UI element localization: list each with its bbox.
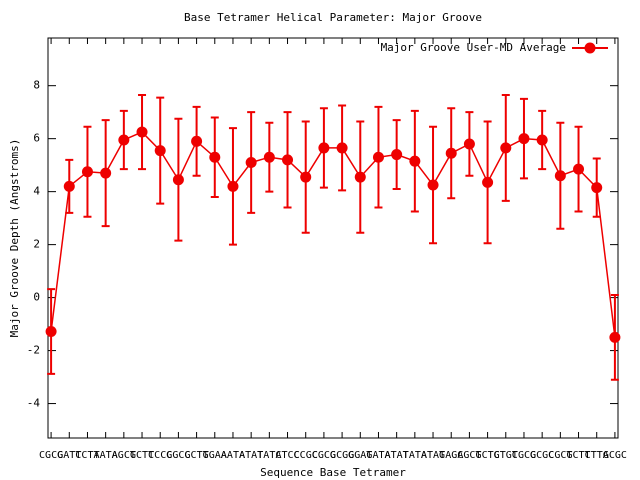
data-point — [227, 180, 239, 192]
data-point — [518, 133, 530, 145]
x-tick-label: TAGC — [439, 450, 463, 461]
x-tick-label: CGCT — [548, 450, 572, 461]
data-point — [445, 147, 457, 159]
data-point — [45, 326, 57, 338]
data-point — [427, 179, 439, 191]
x-tick-label: TGCG — [512, 450, 536, 461]
x-tick-label: GCGC — [530, 450, 554, 461]
chart-title: Base Tetramer Helical Parameter: Major G… — [184, 11, 482, 24]
data-point — [391, 149, 403, 161]
data-point — [300, 171, 312, 183]
x-tick-label: CCGC — [294, 450, 318, 461]
x-tick-label: GCTG — [476, 450, 500, 461]
x-tick-label: CGCG — [312, 450, 336, 461]
x-tick-label: GATA — [366, 450, 390, 461]
x-tick-label: TCCG — [148, 450, 172, 461]
x-tick-label: GCTC — [130, 450, 154, 461]
x-tick-label: CGCC — [166, 450, 190, 461]
data-point — [318, 142, 330, 154]
x-tick-label: AATA — [221, 450, 245, 461]
data-point — [463, 138, 475, 150]
x-tick-label: TATC — [257, 450, 281, 461]
data-point — [263, 151, 275, 163]
y-tick-label: 6 — [33, 132, 40, 145]
data-point — [81, 166, 93, 178]
y-tick-label: -4 — [27, 397, 41, 410]
y-tick-label: 0 — [33, 291, 40, 304]
data-point — [336, 142, 348, 154]
data-point — [609, 331, 621, 343]
x-tick-label: CTGC — [494, 450, 518, 461]
x-tick-label: GCTT — [566, 450, 590, 461]
x-tick-label: ATAT — [239, 450, 263, 461]
x-tick-label: AGCT — [112, 450, 136, 461]
x-tick-label: TATA — [94, 450, 118, 461]
y-tick-label: -2 — [27, 344, 40, 357]
y-tick-label: 8 — [33, 79, 40, 92]
x-tick-label: AGCT — [457, 450, 481, 461]
x-tick-label: TGAA — [203, 450, 227, 461]
x-tick-label: GGAT — [348, 450, 372, 461]
data-point — [100, 167, 112, 179]
data-point — [536, 134, 548, 146]
x-tick-label: TCTA — [75, 450, 99, 461]
data-point — [191, 135, 203, 147]
x-tick-label: GCGG — [330, 450, 354, 461]
data-point — [500, 142, 512, 154]
data-point — [282, 154, 294, 166]
x-tick-label: ATCC — [275, 450, 299, 461]
x-tick-label: TATA — [403, 450, 427, 461]
legend-marker — [584, 42, 596, 54]
plot-border — [47, 37, 619, 439]
x-axis-label: Sequence Base Tetramer — [260, 466, 406, 479]
data-point — [372, 151, 384, 163]
y-tick-label: 4 — [33, 185, 40, 198]
data-point — [63, 180, 75, 192]
data-point — [245, 157, 257, 169]
data-point — [409, 155, 421, 167]
x-tick-label: GATC — [57, 450, 81, 461]
data-point — [591, 182, 603, 194]
x-tick-label: ATAT — [385, 450, 409, 461]
data-point — [136, 126, 148, 138]
data-point — [354, 171, 366, 183]
x-tick-label: CTTA — [585, 450, 609, 461]
x-tick-label: ATAG — [421, 450, 445, 461]
data-point — [209, 151, 221, 163]
data-point — [482, 176, 494, 188]
data-point — [573, 163, 585, 175]
x-tick-label: GCGC — [603, 450, 627, 461]
y-tick-label: 2 — [33, 238, 40, 251]
data-point — [154, 145, 166, 157]
x-tick-label: CGCG — [39, 450, 63, 461]
x-tick-label: GCTG — [185, 450, 209, 461]
legend-label: Major Groove User-MD Average — [381, 41, 566, 54]
y-axis-label: Major Groove Depth (Angstroms) — [8, 139, 21, 338]
data-point — [554, 170, 566, 182]
data-point — [172, 174, 184, 186]
data-point — [118, 134, 130, 146]
